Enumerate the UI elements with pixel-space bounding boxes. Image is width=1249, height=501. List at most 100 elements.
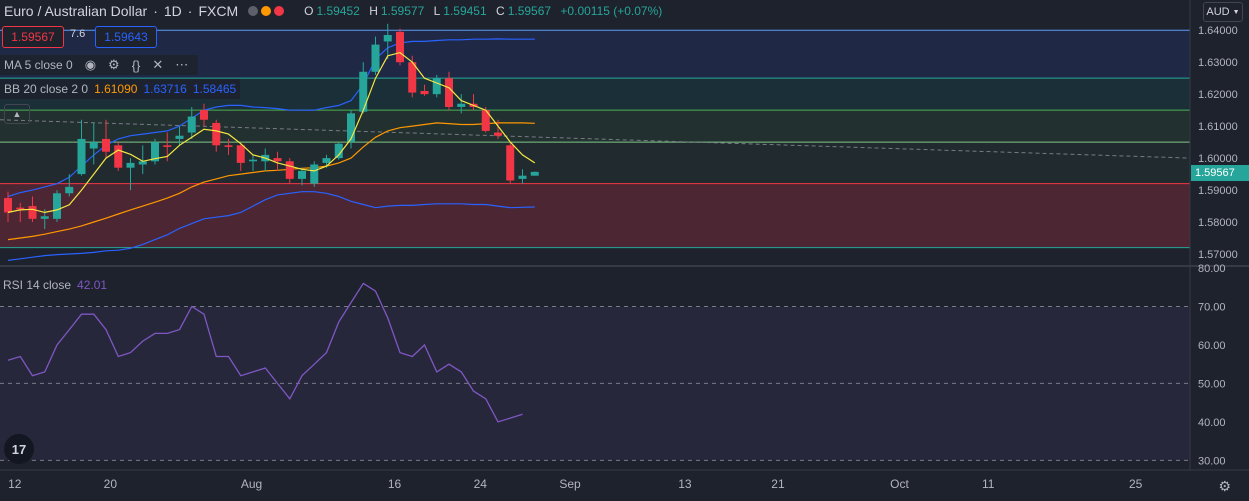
- candle-body: [65, 186, 74, 194]
- time-tick-label: 20: [104, 477, 118, 491]
- chevron-up-icon: ▲: [12, 109, 22, 119]
- symbol-header: Euro / Australian Dollar · 1D · FXCM O 1.…: [0, 0, 673, 22]
- bb-upper-line: [7, 38, 535, 198]
- price-tick-label: 1.60000: [1198, 153, 1238, 165]
- rsi-legend[interactable]: RSI 14 close 42.01: [3, 278, 107, 292]
- candle-body: [163, 145, 172, 147]
- price-zone: [0, 183, 1190, 248]
- price-zone: [0, 142, 1190, 184]
- ohlc-values: O 1.59452 H 1.59577 L 1.59451 C 1.59567 +0.0…: [304, 4, 668, 18]
- candle-body: [126, 162, 135, 168]
- candle-body: [347, 113, 355, 143]
- price-tick-label: 1.62000: [1198, 89, 1238, 101]
- candle-body: [322, 158, 331, 163]
- settings-gear-icon[interactable]: ⚙: [1218, 478, 1231, 494]
- bb-upper-value: 1.63716: [143, 82, 187, 96]
- candle-body: [114, 145, 123, 168]
- candle-body: [530, 171, 539, 176]
- interval[interactable]: 1D: [163, 3, 182, 19]
- rsi-pane: [0, 265, 1249, 461]
- candle-body: [16, 207, 25, 210]
- tradingview-logo[interactable]: 17: [4, 434, 34, 464]
- candle-body: [396, 31, 404, 63]
- low-value: 1.59451: [443, 4, 487, 18]
- candle-body: [432, 78, 441, 95]
- rsi-line: [7, 282, 523, 423]
- sell-button[interactable]: 1.59567: [2, 26, 64, 48]
- horizontal-levels: [0, 29, 1191, 249]
- close-label: C: [496, 4, 505, 18]
- rsi-tick-label: 80.00: [1198, 263, 1226, 275]
- broker: FXCM: [198, 3, 239, 19]
- price-tick-label: 1.58000: [1198, 217, 1238, 229]
- bb-lower-value: 1.58465: [192, 82, 237, 96]
- candle-body: [200, 110, 208, 120]
- candle-body: [420, 90, 429, 95]
- candle-body: [408, 62, 417, 93]
- status-dot: [274, 6, 285, 16]
- more-icon[interactable]: ⋯: [175, 57, 189, 72]
- symbol-name[interactable]: Euro / Australian Dollar: [4, 3, 148, 19]
- source-code-icon[interactable]: {}: [131, 57, 141, 73]
- close-icon[interactable]: ✕: [152, 57, 164, 72]
- time-tick-label: 24: [474, 477, 488, 491]
- candle-body: [4, 198, 12, 213]
- candle-body: [285, 161, 294, 179]
- rsi-tick-label: 40.00: [1198, 417, 1226, 429]
- status-dot: [261, 6, 272, 16]
- status-dots: [248, 6, 285, 16]
- price-tick-label: 1.63000: [1198, 57, 1238, 69]
- open-label: O: [304, 4, 314, 18]
- gear-icon[interactable]: ⚙: [108, 57, 120, 72]
- candle-body: [102, 138, 110, 152]
- candle-body: [89, 142, 98, 149]
- time-tick-label: 16: [388, 477, 402, 491]
- bb-basis-line: [7, 122, 535, 241]
- buy-button[interactable]: 1.59643: [95, 26, 157, 48]
- rsi-value: 42.01: [77, 278, 108, 292]
- candle-body: [138, 161, 147, 165]
- candle-body: [445, 78, 453, 107]
- currency-selector[interactable]: AUD ▼: [1203, 2, 1243, 22]
- low-label: L: [433, 4, 441, 18]
- time-tick-label: Aug: [241, 477, 262, 491]
- high-value: 1.59577: [380, 4, 425, 18]
- bb-lower-line: [7, 191, 535, 261]
- price-zone: [0, 30, 1190, 79]
- time-tick-label: 12: [8, 477, 22, 491]
- candle-body: [371, 44, 380, 72]
- change-value: +0.00115 (+0.07%): [560, 4, 663, 18]
- candle-body: [359, 71, 368, 112]
- price-tick-label: 1.59000: [1198, 185, 1238, 197]
- time-tick-label: 13: [678, 477, 692, 491]
- open-value: 1.59452: [316, 4, 360, 18]
- close-value: 1.59567: [507, 4, 552, 18]
- price-tick-label: 1.57000: [1198, 249, 1238, 261]
- bb-label: BB 20 close 2 0: [4, 82, 89, 96]
- bb-indicator-legend[interactable]: BB 20 close 2 0 1.61090 1.63716 1.58465: [0, 79, 241, 99]
- price-tick-label: 1.61000: [1198, 121, 1238, 133]
- high-label: H: [369, 4, 378, 18]
- price-tick-label: 1.64000: [1198, 25, 1238, 37]
- candle-body: [506, 145, 515, 181]
- candle-body: [175, 135, 184, 139]
- bollinger-bands: [7, 38, 535, 261]
- time-tick-label: Sep: [559, 477, 581, 491]
- candle-body: [151, 142, 159, 162]
- candle-body: [28, 206, 37, 219]
- time-tick-label: 25: [1129, 477, 1143, 491]
- rsi-tick-label: 50.00: [1198, 378, 1226, 390]
- rsi-label: RSI 14 close: [3, 278, 72, 292]
- candle-body: [518, 175, 527, 179]
- candle-body: [310, 164, 319, 184]
- candle-body: [457, 103, 466, 107]
- collapse-legend-button[interactable]: ▲: [4, 104, 30, 124]
- candle-body: [53, 193, 61, 219]
- candles: [4, 23, 539, 230]
- time-tick-label: Oct: [890, 477, 909, 491]
- eye-icon[interactable]: ◉: [84, 57, 97, 72]
- time-tick-label: 21: [771, 477, 785, 491]
- ma-indicator-legend[interactable]: MA 5 close 0 ◉ ⚙ {} ✕ ⋯: [0, 55, 199, 75]
- moving-average: [7, 51, 536, 214]
